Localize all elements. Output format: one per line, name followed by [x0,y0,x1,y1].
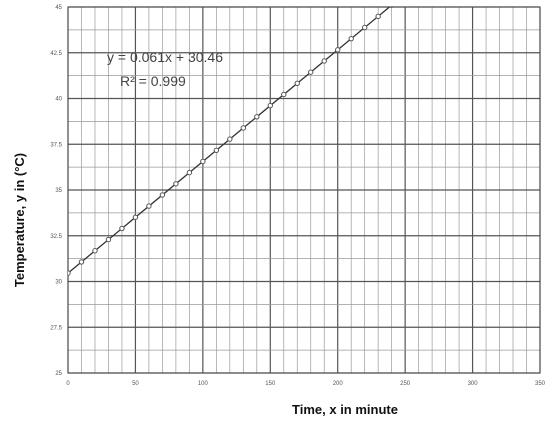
y-tick-label: 45 [55,5,62,11]
data-point [361,24,368,31]
x-axis-title: Time, x in minute [292,402,398,417]
x-tick-label: 300 [468,381,479,387]
x-tick-label: 250 [400,381,411,387]
x-tick-label: 100 [198,381,209,387]
data-point [186,169,193,176]
data-point [240,125,247,131]
trendline-r2: R² = 0.999 [120,73,186,89]
data-point [105,236,112,243]
data-point [146,203,152,209]
y-tick-label: 32.5 [50,234,62,240]
data-point [389,7,394,8]
data-point [213,147,220,153]
x-tick-label: 0 [66,381,70,387]
data-point [159,192,166,198]
data-point [321,58,327,64]
x-tick-label: 350 [535,381,546,387]
data-point [281,91,287,98]
tick-labels: 0 50 100 150 200 250 300 350 25 27.5 30 32.5 35 37.5 4… [50,5,545,387]
data-point [348,35,354,42]
data-point [173,181,179,187]
plot-area-frame [67,6,541,374]
data-point [68,270,71,276]
x-tick-label: 200 [333,381,344,387]
data-point [132,214,139,220]
y-tick-label: 30 [55,280,62,286]
y-tick-label: 40 [55,97,62,103]
y-tick-label: 42.5 [50,51,62,57]
x-tick-label: 50 [132,381,139,387]
y-tick-label: 27.5 [50,325,62,331]
y-tick-label: 25 [55,371,62,377]
x-tick-label: 150 [265,381,276,387]
data-point [294,80,300,87]
data-point [200,158,206,165]
y-axis-title: Temperature, y in (°C) [12,153,27,287]
data-point [308,69,314,75]
data-point [227,136,233,142]
data-point [375,13,381,20]
data-point [254,114,260,120]
data-point [119,225,125,232]
data-point [78,259,85,265]
grid [67,6,541,374]
y-tick-label: 35 [55,188,62,194]
y-tick-label: 37.5 [50,142,62,148]
data-points [68,7,394,276]
trendline-equation: y = 0.061x + 30.46 [107,49,223,65]
data-point [335,47,341,53]
data-point [267,102,273,109]
data-point [92,248,98,254]
